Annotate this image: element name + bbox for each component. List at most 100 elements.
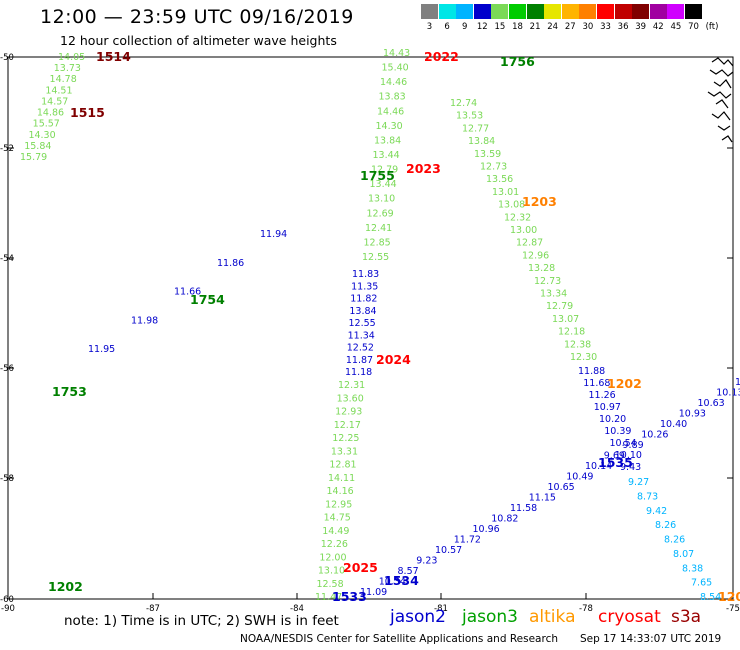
wave-height-value: 8.73 xyxy=(637,491,658,502)
wave-height-value: 13.83 xyxy=(379,92,406,103)
wave-height-value: 12.38 xyxy=(564,339,591,350)
wave-height-value: 11.26 xyxy=(589,390,616,401)
footnote: note: 1) Time is in UTC; 2) SWH is in fe… xyxy=(64,613,339,629)
wave-height-value: 14.51 xyxy=(45,85,72,96)
wave-height-value: 12.81 xyxy=(329,460,356,471)
wave-height-value: 10.82 xyxy=(491,514,518,525)
wave-height-value: 8.26 xyxy=(664,535,685,546)
wave-height-value: 12.00 xyxy=(319,552,346,563)
wave-height-value: 12.73 xyxy=(534,276,561,287)
wave-height-value: 14.11 xyxy=(328,473,355,484)
lat-label: -58 xyxy=(0,474,14,484)
wave-height-value: 13.44 xyxy=(370,179,397,190)
wave-height-value: 9.89 xyxy=(623,440,644,451)
pass-time-label: 120 xyxy=(718,589,740,604)
map-frame xyxy=(7,56,734,600)
wave-height-value: 12.17 xyxy=(334,420,361,431)
wave-height-value: 7.65 xyxy=(691,578,712,589)
legend-label: 45 xyxy=(670,22,682,32)
pass-time-label: 1533 xyxy=(332,589,367,604)
wave-height-value: 8.54 xyxy=(700,592,721,603)
wave-height-value: 14.16 xyxy=(327,486,354,497)
wave-height-value: 10.93 xyxy=(679,409,706,420)
pass-time-label: 1203 xyxy=(522,194,557,209)
wave-height-value: 12.31 xyxy=(338,380,365,391)
wave-height-value: 10.40 xyxy=(660,419,687,430)
legend-label: 36 xyxy=(617,22,629,32)
wave-height-value: 12.18 xyxy=(558,327,585,338)
pass-time-label: 1534 xyxy=(384,573,419,588)
wave-height-value: 11.88 xyxy=(578,366,605,377)
wave-height-value: 12.32 xyxy=(504,212,531,223)
coastline xyxy=(713,79,732,89)
axis-labels: -50 -52 -54 -56 -58 -60-90 -87 -84 -81 -78 -75 xyxy=(0,53,740,614)
pass-time-label: 1756 xyxy=(500,54,535,69)
wave-height-value: 9.27 xyxy=(628,477,649,488)
legend-label: 3 xyxy=(426,22,433,32)
wave-height-value: 13.08 xyxy=(498,200,525,211)
legend-swatch xyxy=(456,4,474,19)
land-outline xyxy=(707,57,734,143)
legend-label: 39 xyxy=(635,22,647,32)
wave-height-value: 12.79 xyxy=(546,301,573,312)
wave-height-value: 13.31 xyxy=(331,446,358,457)
wave-height-value: 12.52 xyxy=(347,343,374,354)
wave-height-value: 12.25 xyxy=(332,433,359,444)
wave-height-value: 14.86 xyxy=(37,108,64,119)
wave-height-value: 12.55 xyxy=(349,318,376,329)
wave-height-value: 8.57 xyxy=(398,566,419,577)
wave-height-value: 12.55 xyxy=(362,252,389,263)
wave-height-value: 11.86 xyxy=(217,258,244,269)
wave-height-value: 12.93 xyxy=(335,407,362,418)
wave-height-value: 14.78 xyxy=(50,74,77,85)
wave-height-value: 13.28 xyxy=(528,263,555,274)
wave-height-value: 13.60 xyxy=(337,393,364,404)
wave-height-value: 11.68 xyxy=(583,378,610,389)
wave-height-value: 12.69 xyxy=(367,208,394,219)
wave-height-value: 9.43 xyxy=(620,462,641,473)
legend-swatch xyxy=(632,4,650,19)
legend-label: 27 xyxy=(564,22,576,32)
wave-height-value: 13.84 xyxy=(374,135,401,146)
coastline xyxy=(715,99,729,109)
wave-height-value: 13.44 xyxy=(373,150,400,161)
wave-height-value: 13.10 xyxy=(318,566,345,577)
legend-label: 12 xyxy=(476,22,488,32)
wave-height-value: 8.07 xyxy=(673,549,694,560)
pass-time-label: 1515 xyxy=(70,105,105,120)
lon-label: -75 xyxy=(726,604,740,614)
coastline xyxy=(707,91,732,99)
wave-height-value: 14.30 xyxy=(376,121,403,132)
satellite-jason3: jason3 xyxy=(462,607,518,627)
lat-label: -50 xyxy=(0,53,14,63)
legend-label: 6 xyxy=(444,22,450,32)
wave-height-value: 9.69 xyxy=(604,451,625,462)
wave-height-value: 9.42 xyxy=(646,506,667,517)
coastline xyxy=(717,125,731,131)
wave-height-value: 12.26 xyxy=(321,539,348,550)
map-border xyxy=(7,56,734,600)
wave-height-value: 11.83 xyxy=(352,269,379,280)
pass-time-label: 2024 xyxy=(376,352,411,367)
wave-height-value: 10.26 xyxy=(735,377,740,388)
wave-height-value: 10.39 xyxy=(604,426,631,437)
lat-label: -52 xyxy=(0,144,14,154)
wave-height-value: 14.57 xyxy=(41,96,68,107)
wave-height-value: 12.87 xyxy=(516,238,543,249)
pass-time-label: 1753 xyxy=(52,384,87,399)
wave-height-value: 14.49 xyxy=(322,526,349,537)
legend-swatch xyxy=(438,4,456,19)
satellite-altika: altika xyxy=(529,607,576,627)
pass-time-label: 2022 xyxy=(424,49,459,64)
lat-label: -54 xyxy=(0,254,14,264)
satellite-jason2: jason2 xyxy=(390,607,446,627)
wave-height-value: 15.57 xyxy=(33,119,60,130)
lon-label: -78 xyxy=(579,604,593,614)
pass-time-label: 1754 xyxy=(190,292,225,307)
legend-label: 18 xyxy=(512,22,523,32)
wave-height-value: 11.18 xyxy=(345,367,372,378)
map-title: 12:00 — 23:59 UTC 09/16/2019 xyxy=(40,6,354,28)
legend-swatch xyxy=(667,4,685,19)
legend-label: 33 xyxy=(600,22,611,32)
